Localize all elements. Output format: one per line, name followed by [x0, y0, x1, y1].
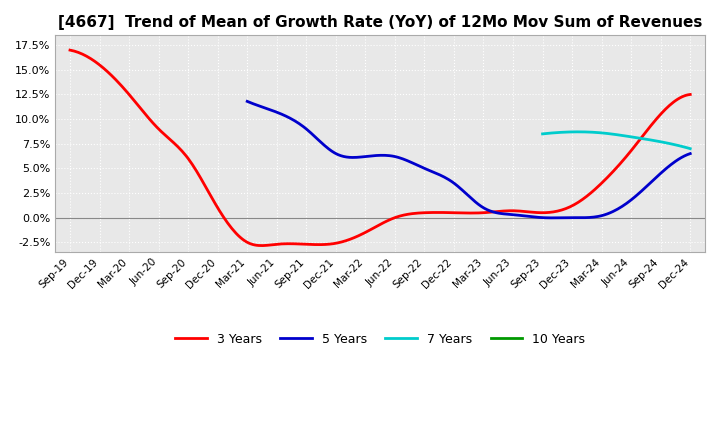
5 Years: [243, 99, 251, 104]
5 Years: [505, 212, 514, 217]
5 Years: [507, 212, 516, 217]
7 Years: [629, 135, 638, 140]
3 Years: [435, 210, 444, 215]
5 Years: [686, 151, 695, 156]
7 Years: [539, 131, 547, 136]
3 Years: [66, 48, 74, 53]
3 Years: [256, 243, 265, 248]
7 Years: [539, 131, 547, 136]
Line: 3 Years: 3 Years: [70, 50, 690, 246]
5 Years: [548, 215, 557, 220]
3 Years: [590, 187, 599, 192]
Line: 5 Years: 5 Years: [247, 101, 690, 218]
7 Years: [686, 146, 695, 151]
3 Years: [68, 48, 76, 53]
7 Years: [663, 140, 672, 146]
5 Years: [618, 204, 626, 209]
5 Years: [514, 213, 523, 218]
Title: [4667]  Trend of Mean of Growth Rate (YoY) of 12Mo Mov Sum of Revenues: [4667] Trend of Mean of Growth Rate (YoY…: [58, 15, 702, 30]
Legend: 3 Years, 5 Years, 7 Years, 10 Years: 3 Years, 5 Years, 7 Years, 10 Years: [171, 328, 590, 351]
5 Years: [646, 180, 654, 186]
7 Years: [574, 129, 582, 135]
5 Years: [244, 99, 253, 105]
3 Years: [437, 210, 446, 215]
3 Years: [630, 144, 639, 150]
7 Years: [672, 143, 681, 148]
3 Years: [447, 210, 456, 215]
3 Years: [686, 92, 695, 97]
Line: 7 Years: 7 Years: [543, 132, 690, 149]
7 Years: [626, 134, 635, 139]
7 Years: [626, 134, 635, 139]
